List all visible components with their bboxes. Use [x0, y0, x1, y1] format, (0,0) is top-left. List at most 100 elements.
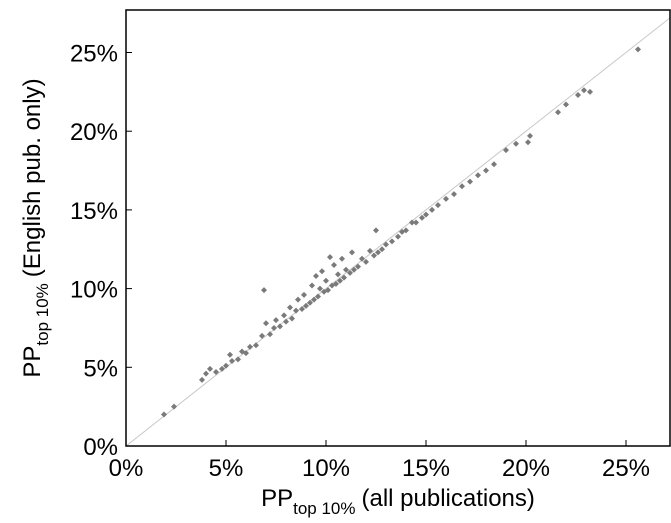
plot-frame [125, 9, 671, 447]
point [359, 255, 365, 262]
point [309, 282, 315, 289]
point [491, 161, 497, 168]
point [333, 280, 339, 287]
label-sub: top 10% [293, 499, 355, 518]
point [337, 277, 343, 284]
label-main: PP [261, 485, 293, 512]
label-sub: top 10% [33, 283, 52, 345]
point [267, 331, 273, 338]
point [219, 365, 225, 372]
y-tick-label: 15% [70, 198, 118, 225]
point [273, 317, 279, 324]
point [259, 332, 265, 339]
point [581, 87, 587, 94]
point [235, 356, 241, 363]
point [459, 183, 465, 190]
point [587, 88, 593, 95]
point [435, 202, 441, 209]
label-rest: (all publications) [361, 485, 534, 512]
point [171, 403, 177, 410]
point [277, 323, 283, 330]
point [451, 191, 457, 198]
point [355, 263, 361, 270]
point [327, 254, 333, 261]
point [339, 255, 345, 262]
y-tick-label: 25% [70, 40, 118, 67]
point [331, 261, 337, 268]
label-rest: (English pub. only) [19, 78, 46, 277]
point [301, 291, 307, 298]
point [229, 358, 235, 365]
point [243, 350, 249, 357]
point [223, 362, 229, 369]
y-tick-label: 0% [83, 434, 118, 461]
point [343, 266, 349, 273]
point [289, 315, 295, 322]
y-tick-label: 5% [83, 355, 118, 382]
point [247, 343, 253, 350]
point [315, 293, 321, 300]
point [161, 411, 167, 418]
point [347, 269, 353, 276]
label-main: PP [19, 346, 46, 378]
point [525, 139, 531, 146]
x-tick-label: 20% [502, 455, 550, 482]
point [373, 227, 379, 234]
point [475, 172, 481, 179]
y-tick-label: 20% [70, 119, 118, 146]
point [563, 101, 569, 108]
point [319, 268, 325, 275]
point [253, 342, 259, 349]
point [375, 249, 381, 256]
point [307, 299, 313, 306]
x-tick-label: 0% [109, 455, 144, 482]
y-label: PPtop 10% (English pub. only) [19, 78, 52, 377]
point [317, 285, 323, 292]
reference-line [125, 17, 671, 447]
point [213, 369, 219, 376]
point [467, 178, 473, 185]
point [379, 246, 385, 253]
x-tick-label: 10% [302, 455, 350, 482]
point [443, 195, 449, 202]
point [281, 312, 287, 319]
point [503, 147, 509, 154]
point [513, 140, 519, 147]
x-label: PPtop 10% (all publications) [261, 485, 535, 518]
point [389, 238, 395, 245]
y-tick-label: 10% [70, 277, 118, 304]
point [323, 277, 329, 284]
point [419, 214, 425, 221]
point [363, 258, 369, 265]
point [263, 320, 269, 327]
point [261, 287, 267, 294]
point [403, 227, 409, 234]
point [303, 302, 309, 309]
point [207, 365, 213, 372]
point [555, 109, 561, 116]
point [283, 318, 289, 325]
point [313, 273, 319, 280]
point [293, 307, 299, 314]
point [335, 271, 341, 278]
point [483, 167, 489, 174]
point [199, 376, 205, 383]
point [527, 132, 533, 139]
point [423, 211, 429, 218]
point [325, 287, 331, 294]
point [383, 241, 389, 248]
point [635, 46, 641, 53]
point [341, 274, 347, 281]
point [295, 296, 301, 303]
point [351, 266, 357, 273]
point [287, 304, 293, 311]
point [311, 296, 317, 303]
x-tick-label: 15% [402, 455, 450, 482]
point [413, 219, 419, 226]
point [367, 247, 373, 254]
point [271, 324, 277, 331]
point [299, 306, 305, 313]
point [203, 370, 209, 377]
point [409, 219, 415, 226]
